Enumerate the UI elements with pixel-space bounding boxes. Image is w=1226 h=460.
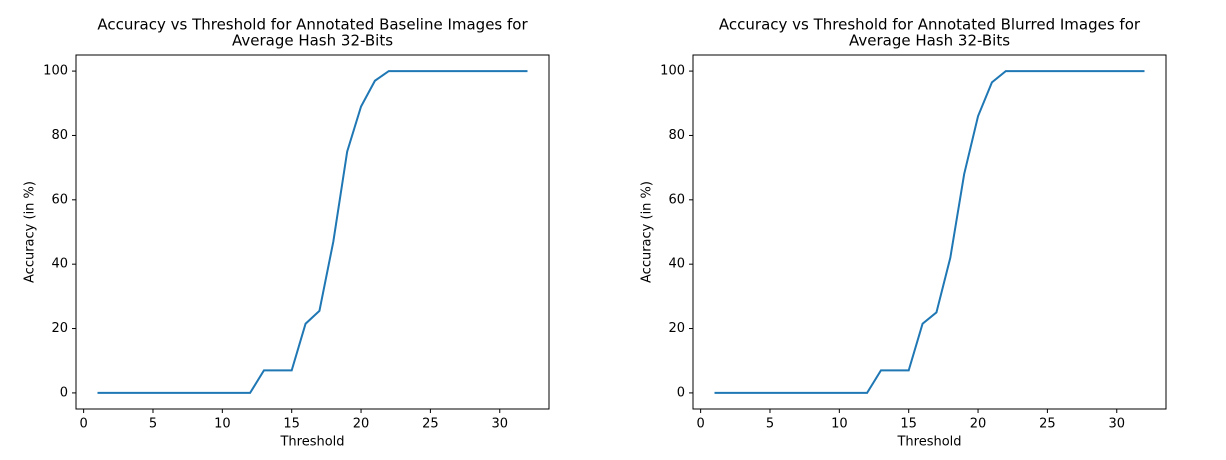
plot-frame (692, 54, 1167, 410)
data-line (97, 70, 528, 394)
plot-frame (75, 54, 550, 410)
x-tick-label: 0 (79, 417, 87, 432)
x-tick-label: 15 (283, 417, 300, 432)
y-tick-label: 20 (51, 321, 68, 336)
y-tick-label: 100 (43, 64, 68, 79)
y-tick-label: 60 (668, 192, 685, 207)
chart: Accuracy vs Threshold for Annotated Blur… (640, 16, 1167, 450)
y-tick-label: 60 (51, 192, 68, 207)
chart-title: Accuracy vs Threshold for Annotated Blur… (719, 16, 1141, 34)
x-tick-label: 10 (214, 417, 231, 432)
x-tick-label: 15 (900, 417, 917, 432)
x-axis-label: Threshold (896, 435, 961, 450)
y-tick-label: 40 (668, 257, 685, 272)
y-axis-label: Accuracy (in %) (640, 181, 655, 283)
chart-title: Average Hash 32-Bits (232, 32, 393, 50)
x-tick-label: 30 (491, 417, 508, 432)
y-tick-label: 20 (668, 321, 685, 336)
chart: Accuracy vs Threshold for Annotated Base… (23, 16, 550, 450)
y-axis-label: Accuracy (in %) (23, 181, 38, 283)
y-tick-label: 0 (60, 385, 68, 400)
x-tick-label: 0 (696, 417, 704, 432)
chart-title: Accuracy vs Threshold for Annotated Base… (97, 16, 528, 34)
data-line (714, 70, 1145, 394)
x-tick-label: 25 (422, 417, 439, 432)
y-tick-label: 0 (677, 385, 685, 400)
y-tick-label: 40 (51, 257, 68, 272)
y-tick-label: 80 (51, 128, 68, 143)
chart-title: Average Hash 32-Bits (849, 32, 1010, 50)
y-tick-label: 100 (660, 64, 685, 79)
x-tick-label: 5 (766, 417, 774, 432)
x-tick-label: 10 (831, 417, 848, 432)
x-axis-label: Threshold (279, 435, 344, 450)
x-tick-label: 20 (353, 417, 370, 432)
x-tick-label: 20 (970, 417, 987, 432)
y-tick-label: 80 (668, 128, 685, 143)
x-tick-label: 30 (1108, 417, 1125, 432)
x-tick-label: 25 (1039, 417, 1056, 432)
x-tick-label: 5 (149, 417, 157, 432)
